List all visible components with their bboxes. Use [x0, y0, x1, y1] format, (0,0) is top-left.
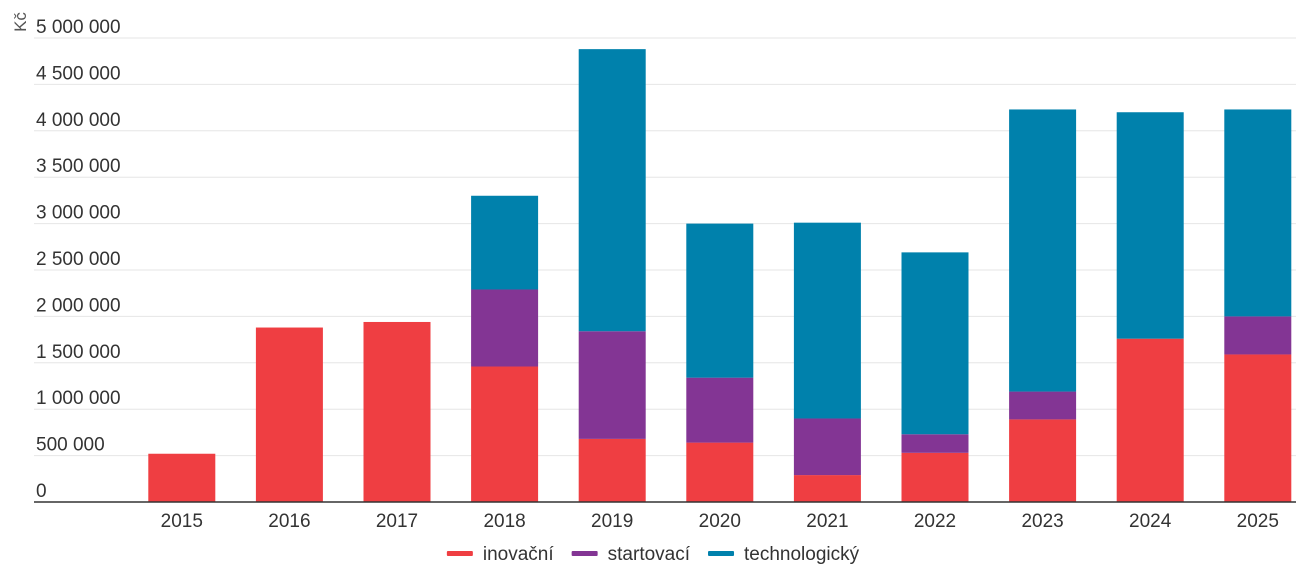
bar-segment	[901, 434, 969, 453]
bar-segment	[1224, 109, 1292, 317]
bar-segment	[471, 195, 539, 290]
bar-segment	[1224, 354, 1292, 502]
legend-label: inovační	[483, 544, 554, 565]
y-tick-label: 4 000 000	[36, 110, 121, 131]
bar-segment	[1116, 338, 1184, 502]
bar-segment	[578, 438, 646, 502]
bar-segment	[1009, 419, 1077, 502]
bar-segment	[1224, 316, 1292, 355]
y-tick-label: 2 500 000	[36, 249, 121, 270]
x-tick-label: 2024	[1129, 511, 1172, 532]
legend-label: startovací	[608, 544, 691, 565]
bar-segment	[1009, 391, 1077, 420]
y-tick-label: 4 500 000	[36, 63, 121, 84]
bar-segment	[1116, 112, 1184, 339]
bar-segment	[686, 223, 754, 378]
x-tick-label: 2017	[376, 511, 418, 532]
bar-segment	[686, 442, 754, 502]
bars	[148, 49, 1292, 502]
bar-segment	[793, 418, 861, 476]
legend-swatch	[446, 551, 473, 556]
bar-segment	[255, 327, 323, 502]
y-tick-label: 3 500 000	[36, 156, 121, 177]
bar-segment	[578, 49, 646, 332]
legend-label: technologický	[744, 544, 860, 565]
x-tick-label: 2021	[806, 511, 848, 532]
x-tick-label: 2019	[591, 511, 633, 532]
x-tick-label: 2023	[1021, 511, 1063, 532]
bar-segment	[901, 252, 969, 435]
x-tick-label: 2025	[1237, 511, 1279, 532]
x-tick-labels: 2015 2016 2017 2018 2019 2020 2021 2022 2023 2024…	[161, 511, 1279, 532]
legend-swatch	[708, 551, 735, 556]
y-tick-label: 1 000 000	[36, 388, 121, 409]
y-tick-label: 5 000 000	[36, 17, 121, 38]
y-tick-label: 1 500 000	[36, 342, 121, 363]
y-tick-label: 3 000 000	[36, 203, 121, 224]
y-axis-label: Kč	[11, 12, 30, 32]
y-tick-label: 0	[36, 481, 47, 502]
x-tick-label: 2018	[483, 511, 525, 532]
bar-segment	[471, 366, 539, 502]
bar-segment	[363, 321, 431, 502]
x-tick-label: 2015	[161, 511, 203, 532]
x-tick-label: 2022	[914, 511, 956, 532]
legend: inovační startovací technologický	[446, 544, 860, 565]
bar-segment	[793, 475, 861, 502]
y-tick-labels: 0 500 000 1 000 000 1 500 000 2 000 000 2 500…	[36, 17, 121, 502]
gridlines	[34, 37, 1296, 457]
legend-item: startovací	[571, 544, 691, 565]
bar-segment	[686, 377, 754, 443]
bar-segment	[1009, 109, 1077, 392]
bar-segment	[793, 222, 861, 419]
legend-item: technologický	[708, 544, 860, 565]
bar-segment	[148, 453, 216, 502]
bar-segment	[901, 452, 969, 502]
x-tick-label: 2020	[699, 511, 741, 532]
x-tick-label: 2016	[268, 511, 310, 532]
y-tick-label: 500 000	[36, 435, 105, 456]
bar-segment	[578, 331, 646, 439]
legend-swatch	[571, 551, 598, 556]
legend-item: inovační	[446, 544, 554, 565]
bar-segment	[471, 289, 539, 367]
y-tick-label: 2 000 000	[36, 295, 121, 316]
